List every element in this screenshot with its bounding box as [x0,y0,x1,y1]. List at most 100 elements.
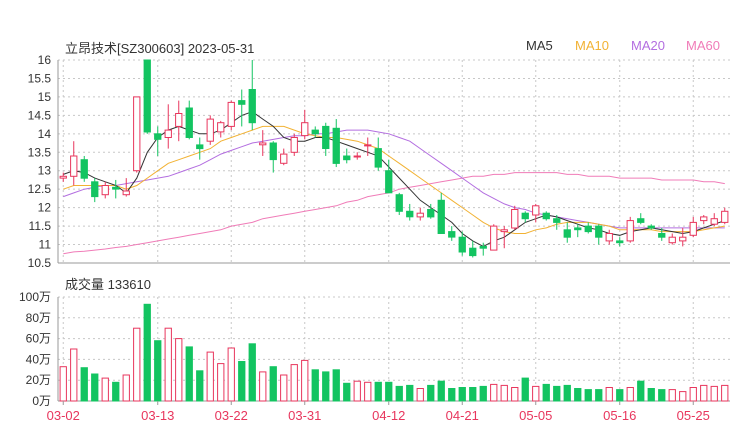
volume-bar [668,389,676,402]
candle-body [154,133,162,140]
date-tick-label: 05-05 [519,408,552,423]
volume-bar [332,369,340,402]
price-y-axis: 16 15.5 15 14.5 14 13.5 13 12.5 12 11.5 11 10.5 [28,53,730,270]
volume-bar [500,384,508,402]
candle-body [301,122,309,137]
price-tick-label: 13.5 [28,145,52,159]
date-tick-label: 03-13 [141,408,174,423]
ma10-line [63,125,725,234]
volume-bar [248,343,256,402]
date-tick-label: 03-22 [215,408,248,423]
volume-bar [574,388,582,402]
candle-body [574,227,582,231]
volume-bar [227,347,235,402]
candle-body [206,118,214,142]
volume-bar [521,377,529,402]
volume-bar [59,366,67,402]
volume-bar [164,327,172,402]
candle-body [374,148,382,168]
volume-bar [185,346,193,402]
volume-bar [637,380,645,402]
candle-body [689,221,697,236]
candle-body [469,247,477,257]
candle-body [626,220,634,242]
candle-body [343,155,351,161]
candle-body [395,194,403,212]
volume-bar [301,359,309,402]
volume-bar [563,384,571,402]
volume-bar [343,382,351,402]
volume-bar [290,364,298,402]
candle-body [175,113,183,127]
volume-y-axis: 100万 80万 60万 40万 20万 0万 [19,290,730,408]
volume-bar [721,384,729,402]
volume-bar [311,369,319,402]
volume-bar [616,389,624,402]
price-tick-label: 11.5 [29,219,52,233]
candle-body [479,245,487,249]
volume-bar [511,387,519,402]
legend-ma10: MA10 [575,38,609,53]
ma60-line [63,172,725,255]
volume-bar [80,367,88,402]
candle-body [637,218,645,223]
volume-bar [458,387,466,402]
candle-body [668,236,676,244]
volume-bar [448,388,456,402]
volume-title: 成交量 133610 [65,277,151,292]
candle-body [280,153,288,164]
candle-body [490,225,498,251]
volume-bar [143,303,151,402]
volume-bar [101,377,109,402]
candle-body [427,209,435,218]
candle-body [647,225,655,229]
candle-body [553,218,561,223]
date-tick-label: 03-02 [47,408,80,423]
candle-body [269,142,277,161]
candle-body [595,225,603,238]
price-tick-label: 16 [38,53,52,67]
candle-body [248,89,256,124]
candle-body [70,155,78,177]
volume-bar [595,389,603,402]
volume-bar [196,370,204,402]
volume-bar [689,387,697,402]
volume-bar [322,371,330,402]
date-tick-label: 04-21 [446,408,479,423]
ma20-line [63,129,725,229]
candle-body [458,236,466,253]
volume-bar [175,338,183,402]
volume-bar [374,381,382,402]
volume-bar [479,385,487,402]
candle-body [227,101,235,127]
legend-ma20: MA20 [631,38,665,53]
candle-body [353,155,361,158]
candle-body [437,199,445,235]
candle-body [416,212,424,218]
candle-body [164,129,172,139]
candle-body [511,209,519,229]
volume-bar [280,374,288,402]
candle-body [521,212,529,220]
volume-bar [406,384,414,402]
candle-body [259,142,267,146]
candle-body [364,144,372,147]
candle-body [700,216,708,222]
volume-tick-label: 0万 [32,394,51,408]
price-tick-label: 11 [39,238,52,252]
ma5-line [63,111,725,247]
volume-tick-label: 40万 [26,352,51,366]
price-tick-label: 14 [38,127,52,141]
candle-body [143,59,151,133]
date-tick-label: 03-31 [288,408,321,423]
volume-tick-label: 80万 [26,311,51,325]
volume-bar [353,380,361,402]
price-tick-label: 13 [38,164,52,178]
volume-bar [259,371,267,402]
candle-body [322,125,330,150]
volume-bar [395,385,403,402]
price-tick-label: 12.5 [28,182,52,196]
price-tick-label: 10.5 [28,256,52,270]
legend-ma60: MA60 [686,38,720,53]
